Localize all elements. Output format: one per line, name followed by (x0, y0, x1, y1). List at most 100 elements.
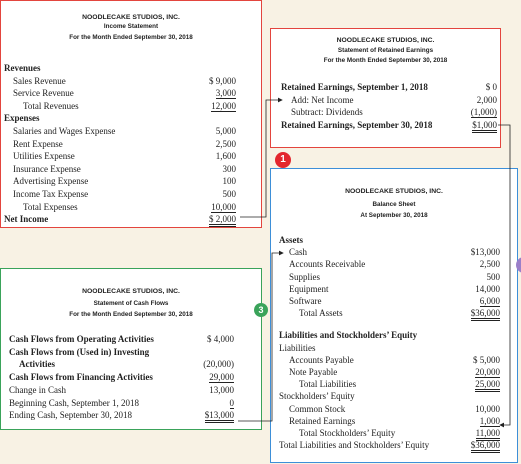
arrow (238, 250, 284, 422)
statement-row: Utilities Expense 1,600 (1, 150, 261, 162)
row-label: Assets (279, 235, 303, 245)
header-company: NOODLECAKE STUDIOS, INC. (336, 37, 435, 44)
statement-row: Note Payable 20,000 (271, 366, 517, 378)
row-amount: $36,000 (470, 308, 500, 322)
statement-row: Change in Cash 13,000 (1, 384, 261, 396)
statement-row: Cash Flows from Operating Activities $ 4,… (1, 333, 261, 345)
row-amount: 0 (229, 397, 234, 409)
row-amount: $13,000 (204, 410, 234, 424)
statement-row: Retained Earnings 1,000 (271, 415, 517, 427)
statement-row: Cash Flows from Financing Activities 29,0… (1, 371, 261, 384)
row-label: Activities (19, 359, 55, 370)
marker: 1 (275, 152, 291, 168)
header-company: NOODLECAKE STUDIOS, INC. (345, 188, 443, 195)
row-label: Cash Flows from (Used in) Investing (9, 346, 150, 357)
header-period: For the Month Ended September 30, 2018 (323, 57, 448, 64)
row-label: Total Revenues (23, 100, 79, 111)
statement-row: Activities (20,000) (1, 358, 261, 370)
row-label: Beginning Cash, September 1, 2018 (9, 397, 139, 408)
retained-earnings-statement: NOODLECAKE STUDIOS, INC. Statement of Ret… (270, 28, 501, 148)
statement-row: Total Stockholders’ Equity 11,000 (271, 427, 517, 441)
row-label: Accounts Receivable (289, 259, 366, 270)
row-label: Advertising Expense (13, 176, 89, 187)
row-label: Retained Earnings (289, 415, 356, 426)
marker (516, 257, 521, 273)
row-label: Total Liabilities (299, 379, 357, 390)
row-label: Supplies (289, 271, 321, 282)
row-label: Income Tax Expense (13, 189, 89, 199)
statement-row: Accounts Receivable 2,500 (271, 258, 517, 270)
header-title: Balance Sheet (372, 201, 416, 208)
row-label: Retained Earnings, September 30, 2018 (281, 119, 433, 130)
row-amount: 1,000 (479, 415, 500, 427)
header-company: NOODLECAKE STUDIOS, INC. (82, 288, 180, 295)
header-period: For the Month Ended September 30, 2018 (69, 311, 193, 318)
statement-row: Cash $13,000 (271, 246, 517, 258)
statement-row: Total Liabilities and Stockholders’ Equi… (271, 439, 517, 454)
row-label: Add: Net Income (291, 94, 354, 105)
row-amount: 12,000 (211, 100, 236, 112)
statement-row: Expenses (1, 112, 261, 124)
row-label: Liabilities and Stockholders’ Equity (279, 330, 418, 341)
row-amount: 500 (486, 271, 501, 282)
row-label: Net Income (4, 214, 49, 225)
row-label: Insurance Expense (13, 163, 81, 174)
statement-row: Rent Expense 2,500 (1, 138, 261, 150)
statement-row: Liabilities (271, 342, 517, 354)
row-label: Cash Flows from Operating Activities (9, 334, 154, 344)
row-amount: $ 9,000 (209, 75, 236, 86)
statement-row: Income Tax Expense 500 (1, 188, 261, 200)
statement-row: Assets (271, 234, 517, 246)
statement-row: Salaries and Wages Expense 5,000 (1, 125, 261, 137)
row-amount: 13,000 (209, 384, 234, 395)
header-period: For the Month Ended September 30, 2018 (69, 34, 193, 41)
statement-row: Retained Earnings, September 30, 2018 $1,… (271, 119, 500, 133)
row-label: Ending Cash, September 30, 2018 (9, 410, 132, 421)
marker: 3 (254, 303, 268, 317)
row-amount: 6,000 (479, 296, 500, 307)
statement-row: Add: Net Income 2,000 (271, 94, 500, 106)
income-statement: NOODLECAKE STUDIOS, INC. Income Statement… (0, 0, 262, 228)
row-label: Note Payable (289, 367, 338, 377)
row-amount: 10,000 (475, 403, 500, 414)
statement-row: Ending Cash, September 30, 2018 $13,000 (1, 409, 261, 424)
statement-row: Beginning Cash, September 1, 2018 0 (1, 397, 261, 409)
row-label: Change in Cash (9, 384, 66, 395)
statement-row: Supplies 500 (271, 271, 517, 283)
row-amount: 2,000 (476, 94, 497, 105)
row-amount: 1,600 (215, 151, 236, 162)
row-amount: 14,000 (475, 283, 500, 294)
row-label: Revenues (4, 63, 41, 73)
statement-row: Insurance Expense 300 (1, 163, 261, 175)
row-amount: 300 (222, 163, 237, 174)
row-label: Salaries and Wages Expense (13, 126, 116, 136)
statement-row: Total Liabilities 25,000 (271, 378, 517, 393)
row-label: Total Expenses (23, 201, 78, 212)
row-label: Sales Revenue (13, 75, 66, 86)
header-period: At September 30, 2018 (360, 212, 428, 219)
row-amount: 2,500 (215, 138, 236, 149)
row-amount: $ 4,000 (207, 334, 234, 344)
statement-row: Total Assets $36,000 (271, 307, 517, 322)
row-label: Total Liabilities and Stockholders’ Equi… (279, 440, 430, 451)
row-label: Cash (289, 247, 307, 258)
row-amount: $13,000 (470, 247, 500, 258)
statement-row: Retained Earnings, September 1, 2018 $ 0 (271, 81, 500, 93)
row-label: Expenses (4, 113, 40, 124)
statement-row: Liabilities and Stockholders’ Equity (271, 329, 517, 341)
statement-row: Net Income $ 2,000 (1, 213, 261, 228)
row-amount: $36,000 (470, 440, 500, 454)
header-title: Statement of Cash Flows (93, 300, 169, 307)
row-amount: 10,000 (211, 201, 236, 213)
row-label: Total Assets (299, 308, 343, 319)
row-amount: 25,000 (475, 379, 500, 393)
row-amount: $ 5,000 (473, 354, 500, 365)
row-label: Subtract: Dividends (291, 107, 363, 117)
statement-row: Accounts Payable $ 5,000 (271, 354, 517, 366)
cash-flow-statement: NOODLECAKE STUDIOS, INC. Statement of Cas… (0, 268, 262, 430)
header-title: Income Statement (103, 23, 159, 30)
row-label: Cash Flows from Financing Activities (9, 372, 153, 383)
arrow (498, 124, 511, 428)
statement-row: Total Expenses 10,000 (1, 201, 261, 213)
